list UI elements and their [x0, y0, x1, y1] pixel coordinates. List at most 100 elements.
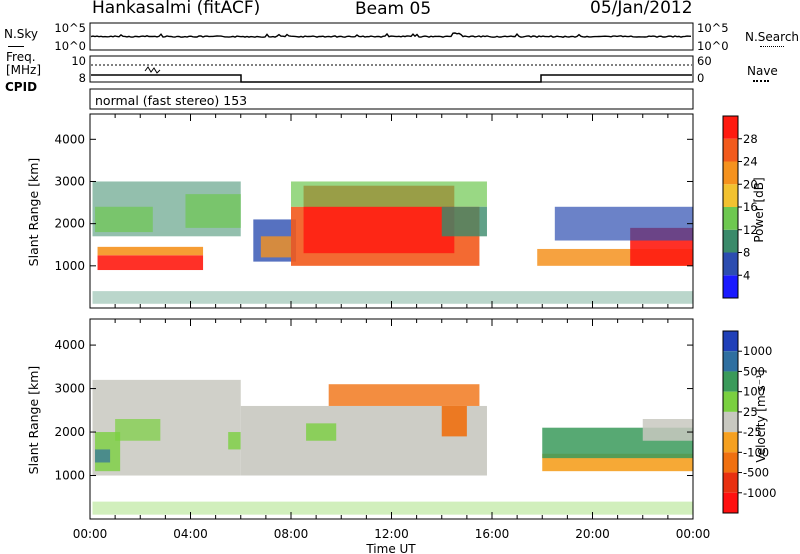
velocity-colorbar-tick-label: 25 [743, 405, 758, 419]
power-colorbar-swatch [723, 207, 738, 230]
power-cell [185, 194, 241, 228]
power-cell [554, 206, 693, 241]
power-colorbar-swatch [723, 252, 738, 276]
power-cell [97, 246, 204, 256]
velocity-axes: 1000 2000 3000 4000 [54, 319, 694, 519]
time-tick-label: 00:00 [73, 527, 108, 541]
power-cell [441, 206, 487, 237]
velocity-cell [95, 449, 111, 463]
velocity-ytick-label: 4000 [54, 338, 85, 352]
power-axes: 1000 2000 3000 4000 [54, 114, 694, 308]
velocity-colorbar-swatch [723, 472, 738, 493]
time-tick-label: 04:00 [173, 527, 208, 541]
freq-units-label: [MHz] [6, 63, 42, 77]
velocity-colorbar: 1000 500 100 25 -25 -100 -500 -1000 [722, 330, 776, 514]
time-tick-label: 00:00 [676, 527, 711, 541]
freq-label: Freq. [6, 50, 36, 64]
velocity-colorbar-tick-label: 500 [743, 364, 765, 378]
velocity-cell [92, 501, 693, 515]
power-colorbar-tick-label: 4 [743, 268, 750, 282]
power-ytick-label: 3000 [54, 174, 85, 188]
velocity-heatmap-data [92, 379, 693, 515]
power-ytick-label: 2000 [54, 217, 85, 231]
power-colorbar-swatch [723, 184, 738, 207]
freq-left-tick: 8 [79, 71, 86, 85]
velocity-ytick-label: 3000 [54, 382, 85, 396]
time-axis: 00:00 04:00 08:00 12:00 16:00 20:00 00:00 [73, 527, 711, 541]
mode-text: normal (fast stereo) 153 [95, 93, 247, 108]
power-colorbar-swatch [723, 229, 738, 253]
nsky-right-tick: 10^0 [697, 39, 729, 53]
nsky-right-tick: 10^5 [697, 21, 729, 35]
velocity-cell [115, 419, 161, 441]
velocity-colorbar-tick-label: -25 [743, 425, 762, 439]
velocity-colorbar-frame [722, 330, 739, 514]
velocity-colorbar-swatch [723, 492, 738, 513]
velocity-colorbar-label: Velocity [m s⁻¹] [754, 369, 768, 462]
power-ytick-label: 1000 [54, 259, 85, 273]
power-colorbar-label: Power [dB] [752, 177, 766, 242]
time-tick-label: 20:00 [575, 527, 610, 541]
power-cell [291, 181, 487, 207]
freq-scatter [144, 66, 161, 74]
freq-panel [89, 55, 694, 83]
cpid-label: CPID [5, 80, 38, 94]
freq-right-tick: 60 [697, 54, 712, 68]
velocity-colorbar-tick-label: 100 [743, 385, 765, 399]
power-cell [260, 236, 291, 258]
date-title: 05/Jan/2012 [590, 0, 693, 18]
power-colorbar-swatch [723, 275, 738, 298]
time-axis-label: Time UT [365, 542, 416, 554]
time-tick-label: 12:00 [374, 527, 409, 541]
time-tick-label: 08:00 [274, 527, 309, 541]
velocity-cell [328, 384, 480, 406]
velocity-colorbar-swatch [723, 391, 738, 412]
nave-label: Nave [747, 64, 778, 78]
velocity-ylabel: Slant Range [km] [26, 366, 41, 475]
velocity-colorbar-tick-label: -1000 [743, 486, 776, 500]
velocity-colorbar-tick-label: -500 [743, 466, 769, 480]
velocity-cell [228, 432, 241, 450]
velocity-cell [306, 423, 337, 441]
power-colorbar-tick-label: 20 [743, 177, 758, 191]
power-cell [97, 255, 204, 271]
power-colorbar-tick-label: 8 [743, 246, 750, 260]
nsky-legend-line [8, 46, 24, 47]
cpid-panel [89, 88, 694, 110]
power-ylabel: Slant Range [km] [26, 158, 41, 267]
power-colorbar-tick-label: 28 [743, 132, 758, 146]
nsky-label: N.Sky [4, 27, 39, 41]
time-tick-label: 16:00 [475, 527, 510, 541]
velocity-ytick-label: 2000 [54, 425, 85, 439]
velocity-colorbar-swatch [723, 351, 738, 372]
velocity-cell [642, 419, 693, 441]
velocity-cell [441, 405, 467, 437]
velocity-colorbar-swatch [723, 371, 738, 392]
velocity-colorbar-swatch [723, 411, 738, 433]
velocity-ytick-label: 1000 [54, 469, 85, 483]
freq-series-line [91, 74, 692, 83]
station-title: Hankasalmi (fitACF) [92, 0, 261, 18]
velocity-colorbar-swatch [723, 331, 738, 352]
power-colorbar-tick-label: 12 [743, 223, 758, 237]
power-cell [95, 206, 153, 233]
freq-left-tick: 10 [71, 54, 86, 68]
power-colorbar-swatch [723, 116, 738, 139]
power-colorbar-tick-label: 24 [743, 155, 758, 169]
nsky-left-tick: 10^5 [54, 21, 86, 35]
nsearch-legend-line [760, 46, 784, 47]
power-cell [92, 291, 693, 304]
nsky-panel [89, 22, 694, 51]
power-colorbar-tick-label: 16 [743, 200, 758, 214]
power-colorbar: 4 8 12 16 20 24 28 [722, 115, 758, 299]
power-heatmap-data [92, 181, 693, 304]
power-colorbar-swatch [723, 138, 738, 162]
velocity-colorbar-swatch [723, 452, 738, 473]
freq-tick-labels: 10 8 60 0 [71, 54, 711, 85]
nsky-left-tick: 10^0 [54, 39, 86, 53]
beam-title: Beam 05 [355, 0, 432, 19]
velocity-colorbar-tick-label: 1000 [743, 344, 772, 358]
velocity-colorbar-swatch [723, 432, 738, 453]
power-ytick-label: 4000 [54, 132, 85, 146]
